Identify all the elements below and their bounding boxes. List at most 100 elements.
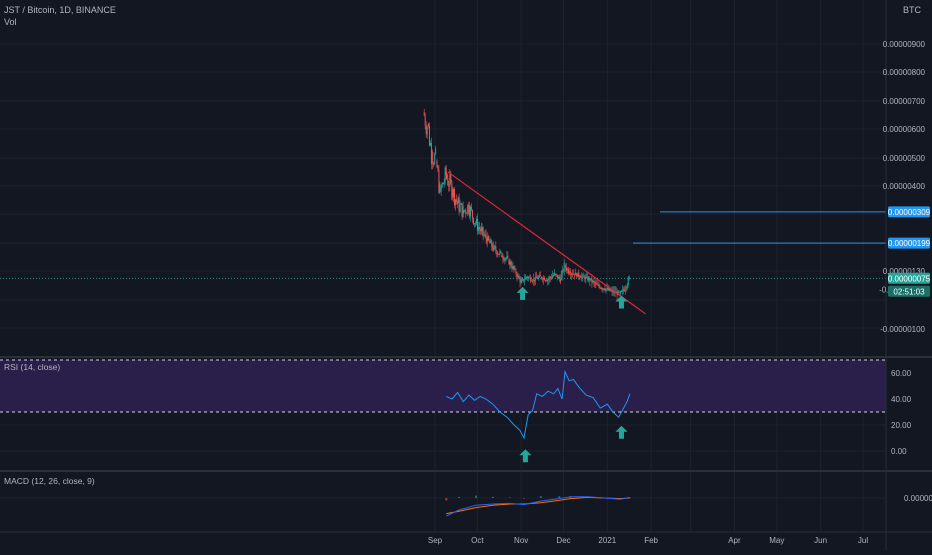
candle-body[interactable] [479,229,481,232]
candle-body[interactable] [462,206,464,217]
candle-body[interactable] [435,148,437,154]
macd-pane[interactable] [445,495,631,517]
candle-body[interactable] [611,290,613,292]
candle-body[interactable] [541,278,543,280]
candle-body[interactable] [612,290,614,293]
candle-body[interactable] [564,265,566,268]
candle-body[interactable] [445,167,447,175]
candle-body[interactable] [533,279,535,281]
candle-body[interactable] [603,288,605,290]
candle-body[interactable] [607,288,609,290]
candle-body[interactable] [530,280,532,282]
candle-body[interactable] [536,278,538,280]
rsi-line[interactable] [446,369,631,440]
candle-body[interactable] [461,203,463,217]
candle-body[interactable] [468,204,470,213]
candle-body[interactable] [563,263,565,271]
candle-body[interactable] [546,280,548,282]
candle-body[interactable] [489,240,491,244]
candle-body[interactable] [441,182,443,187]
candle-body[interactable] [576,274,578,277]
candle-body[interactable] [439,184,441,193]
candle-body[interactable] [454,199,456,206]
candle-body[interactable] [526,277,528,279]
candle-body[interactable] [433,163,435,165]
candle-body[interactable] [560,278,562,282]
candle-body[interactable] [452,189,454,197]
arrow-up-icon[interactable] [519,449,532,463]
countdown-tag[interactable]: 02:51:03 [888,285,930,297]
candle-body[interactable] [492,247,494,250]
candle-body[interactable] [580,277,582,279]
candle-body[interactable] [594,282,596,284]
candle-body[interactable] [608,288,610,290]
candle-body[interactable] [573,273,575,275]
candle-body[interactable] [593,281,595,283]
candle-body[interactable] [584,276,586,280]
candle-body[interactable] [572,273,574,275]
candle-body[interactable] [543,277,545,281]
candle-body[interactable] [628,277,630,280]
candle-body[interactable] [529,277,531,281]
candle-body[interactable] [579,276,581,278]
candle-body[interactable] [455,199,457,202]
candle-body[interactable] [447,178,449,186]
candle-body[interactable] [617,291,619,295]
candle-body[interactable] [428,125,430,146]
candle-body[interactable] [494,246,496,249]
candle-body[interactable] [537,277,539,279]
candle-body[interactable] [425,126,427,135]
candle-body[interactable] [591,278,593,283]
candle-body[interactable] [516,273,518,277]
candle-body[interactable] [432,151,434,164]
candle-body[interactable] [472,217,474,225]
candle-body[interactable] [599,286,601,289]
candle-body[interactable] [478,227,480,230]
candle-body[interactable] [426,126,428,135]
candle-body[interactable] [483,234,485,236]
candle-body[interactable] [450,174,452,182]
candle-body[interactable] [423,112,425,116]
candle-body[interactable] [490,240,492,244]
candle-body[interactable] [561,270,563,276]
candle-body[interactable] [618,291,620,293]
candle-body[interactable] [621,290,623,292]
candle-body[interactable] [597,284,599,286]
candle-body[interactable] [531,280,533,282]
candle-body[interactable] [511,266,513,269]
candle-body[interactable] [626,284,628,288]
candle-body[interactable] [434,153,436,165]
candle-body[interactable] [474,223,476,225]
rsi-axis[interactable]: 60.00 40.00 20.00 0.00 [891,369,912,456]
candle-body[interactable] [459,204,461,212]
candle-body[interactable] [542,277,544,280]
candle-body[interactable] [487,236,489,240]
candle-body[interactable] [502,257,504,259]
candle-body[interactable] [534,276,536,281]
candle-body[interactable] [484,234,486,236]
candle-body[interactable] [456,201,458,204]
candle-body[interactable] [623,289,625,291]
hline-lower-tag[interactable]: 0.00000199 [888,237,931,249]
candle-body[interactable] [507,256,509,258]
candle-body[interactable] [443,182,445,185]
candle-body[interactable] [427,123,429,126]
candle-body[interactable] [464,209,466,211]
candle-body[interactable] [521,280,523,283]
candle-body[interactable] [424,115,426,127]
candle-body[interactable] [596,283,598,285]
candle-body[interactable] [473,223,475,225]
candle-body[interactable] [571,273,573,275]
candle-body[interactable] [442,182,444,185]
candle-body[interactable] [506,256,508,259]
candle-body[interactable] [436,160,438,168]
rsi-pane[interactable] [446,369,631,440]
candle-body[interactable] [554,272,556,275]
candle-body[interactable] [557,274,559,278]
candle-body[interactable] [430,143,432,164]
candle-body[interactable] [513,266,515,270]
candle-body[interactable] [583,276,585,278]
drawings[interactable] [0,171,886,315]
candle-body[interactable] [601,288,603,290]
candle-body[interactable] [480,227,482,232]
